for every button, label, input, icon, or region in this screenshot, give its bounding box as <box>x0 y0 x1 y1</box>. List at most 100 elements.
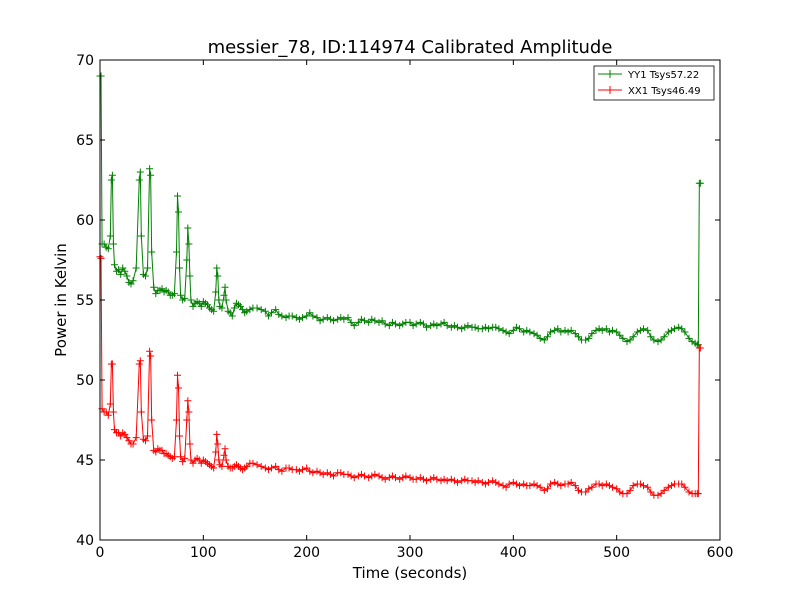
data-point <box>696 179 704 187</box>
data-point <box>337 314 345 322</box>
data-point <box>330 472 338 480</box>
data-point <box>319 470 327 478</box>
data-point <box>688 338 696 346</box>
data-point <box>640 325 648 333</box>
data-point <box>357 470 365 478</box>
data-point <box>210 307 218 315</box>
data-point <box>526 328 534 336</box>
data-point <box>423 477 431 485</box>
data-point <box>499 482 507 490</box>
data-point <box>243 462 251 470</box>
data-point <box>176 432 184 440</box>
data-point <box>385 474 393 482</box>
data-point <box>218 462 226 470</box>
y-tick-label: 45 <box>76 453 94 469</box>
data-point <box>340 315 348 323</box>
data-point <box>146 347 154 355</box>
data-point <box>516 482 524 490</box>
data-point <box>313 314 321 322</box>
data-point <box>184 397 192 405</box>
legend-marker <box>606 70 614 78</box>
data-point <box>557 482 565 490</box>
data-point <box>381 320 389 328</box>
data-point <box>106 400 114 408</box>
data-point <box>371 470 379 478</box>
data-point <box>396 322 404 330</box>
data-point <box>495 480 503 488</box>
data-point <box>557 328 565 336</box>
data-point <box>657 336 665 344</box>
data-point <box>530 480 538 488</box>
data-point <box>533 331 541 339</box>
data-point <box>141 272 149 280</box>
y-tick-label: 40 <box>76 533 94 549</box>
data-point <box>368 472 376 480</box>
data-point <box>220 451 228 459</box>
data-point <box>499 326 507 334</box>
data-point <box>533 482 541 490</box>
data-point <box>696 344 704 352</box>
data-point <box>375 472 383 480</box>
x-tick-label: 400 <box>500 545 527 561</box>
data-point <box>536 334 544 342</box>
data-point <box>110 261 118 269</box>
data-point <box>135 360 143 368</box>
data-point <box>406 474 414 482</box>
data-point <box>197 302 205 310</box>
data-point <box>147 352 155 360</box>
data-point <box>137 232 145 240</box>
data-point <box>319 315 327 323</box>
data-point <box>547 480 555 488</box>
data-point <box>249 459 257 467</box>
x-tick-label: 600 <box>707 545 734 561</box>
data-point <box>268 464 276 472</box>
data-point <box>588 330 596 338</box>
axis-ticks: 0 100 200 300 400 500 600 40 45 50 55 60 65 70 <box>76 53 733 561</box>
data-point <box>337 469 345 477</box>
data-point <box>536 483 544 491</box>
data-point <box>184 224 192 232</box>
data-point <box>512 480 520 488</box>
data-point <box>186 440 194 448</box>
data-point <box>257 306 265 314</box>
y-axis-label: Power in Kelvin <box>52 243 70 357</box>
data-point <box>221 283 229 291</box>
data-point <box>136 168 144 176</box>
data-point <box>564 328 572 336</box>
data-point <box>461 323 469 331</box>
data-point <box>264 312 272 320</box>
data-point <box>368 315 376 323</box>
data-point <box>132 434 140 442</box>
data-point <box>437 477 445 485</box>
data-point <box>416 474 424 482</box>
data-point <box>175 384 183 392</box>
data-point <box>361 317 369 325</box>
data-point <box>150 283 158 291</box>
data-point <box>392 474 400 482</box>
data-point <box>478 478 486 486</box>
data-point <box>554 480 562 488</box>
data-point <box>443 322 451 330</box>
legend-entry: XX1 Tsys46.49 <box>598 86 701 97</box>
data-point <box>678 480 686 488</box>
data-point <box>214 440 222 448</box>
data-point <box>595 480 603 488</box>
data-point <box>582 336 590 344</box>
data-point <box>221 445 229 453</box>
data-point <box>186 272 194 280</box>
data-point <box>213 430 221 438</box>
data-point <box>388 318 396 326</box>
data-point <box>292 314 300 322</box>
data-point <box>137 408 145 416</box>
x-axis-label: Time (seconds) <box>352 564 468 582</box>
data-point <box>253 461 261 469</box>
data-point <box>357 315 365 323</box>
data-point <box>185 240 193 248</box>
data-point <box>623 338 631 346</box>
data-point <box>361 472 369 480</box>
data-point <box>177 453 185 461</box>
data-point <box>212 448 220 456</box>
data-point <box>176 264 184 272</box>
data-point <box>454 323 462 331</box>
data-point <box>323 314 331 322</box>
